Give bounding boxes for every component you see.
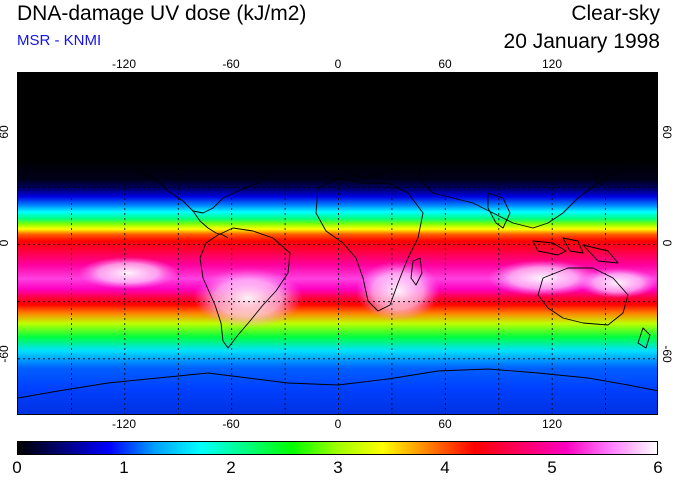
- colorbar-label: 5: [547, 458, 557, 477]
- coast-central-america: [192, 210, 229, 239]
- coast-madagascar: [410, 257, 423, 286]
- colorbar-label: 4: [440, 458, 450, 477]
- colorbar-label: 0: [12, 458, 22, 477]
- lon-tick-top: -120: [111, 57, 137, 71]
- coast-asia: [417, 117, 654, 229]
- colorbar-label: 3: [333, 458, 343, 477]
- uv-dose-map: [17, 72, 658, 415]
- lat-tick-left: 0: [0, 240, 11, 247]
- hotspot-southern-africa: [356, 261, 440, 321]
- colorbar-label: 2: [226, 458, 236, 477]
- coast-antarctica: [18, 368, 657, 399]
- graticule: [18, 73, 657, 414]
- lon-tick-bottom: 120: [541, 417, 563, 431]
- coast-new-zealand: [637, 327, 651, 349]
- date-label: 20 January 1998: [503, 30, 660, 53]
- lon-tick-top: 0: [334, 57, 342, 71]
- coast-greenland: [282, 87, 339, 129]
- sky-condition-label: Clear-sky: [571, 2, 660, 25]
- lat-tick-left: -60: [0, 345, 11, 363]
- lon-tick-bottom: -60: [222, 417, 240, 431]
- map-svg: [18, 73, 657, 414]
- chart-title: DNA-damage UV dose (kJ/m2): [17, 2, 307, 25]
- coast-europe: [342, 132, 419, 179]
- coast-africa: [315, 177, 424, 312]
- colorbar-label: 1: [119, 458, 129, 477]
- lat-tick-right: 0: [660, 239, 674, 247]
- colorbar-label: 6: [653, 458, 663, 477]
- uv-dose-field: [18, 73, 657, 414]
- coast-india: [487, 192, 511, 229]
- lon-tick-bottom: -120: [111, 417, 137, 431]
- lon-tick-top: 60: [438, 57, 452, 71]
- lon-tick-bottom: 0: [334, 417, 342, 431]
- lon-tick-top: 120: [541, 57, 563, 71]
- coast-south-america: [199, 227, 291, 349]
- lon-tick-bottom: 60: [438, 417, 452, 431]
- coast-japan: [595, 167, 607, 186]
- lat-tick-right: 60: [660, 125, 674, 139]
- coast-australia: [537, 267, 629, 326]
- lon-tick-top: -60: [222, 57, 240, 71]
- hotspot-south-america: [193, 268, 303, 328]
- colorbar: [17, 441, 658, 455]
- coast-north-america: [37, 117, 269, 214]
- credit-label: MSR - KNMI: [17, 32, 102, 49]
- lat-tick-right: -60: [660, 345, 674, 363]
- lat-tick-left: 60: [0, 125, 11, 139]
- hotspot-east-pacific: [78, 257, 178, 289]
- coast-southeast-asia: [532, 237, 619, 264]
- coastlines: [18, 87, 657, 399]
